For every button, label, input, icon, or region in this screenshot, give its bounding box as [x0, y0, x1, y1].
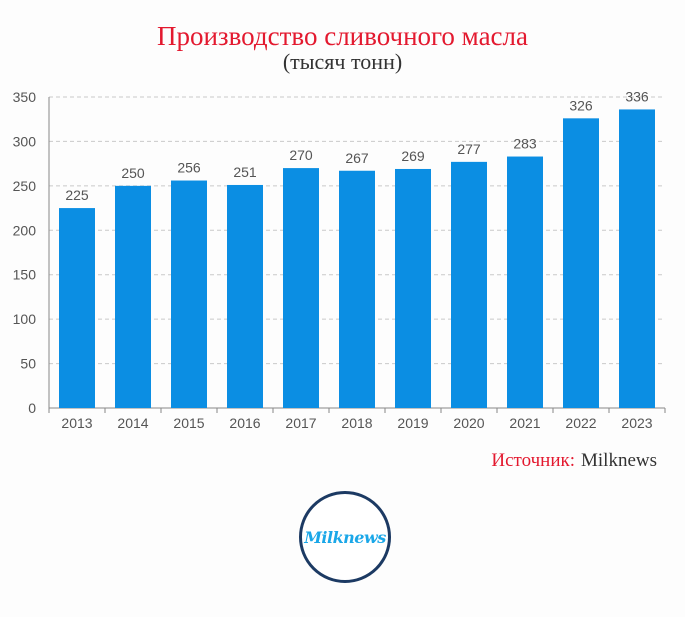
- y-tick-label: 0: [28, 400, 36, 416]
- chart-subtitle: (тысяч тонн): [282, 49, 403, 74]
- data-label: 270: [289, 147, 313, 163]
- bar: [339, 170, 375, 408]
- data-label: 250: [121, 165, 145, 181]
- logo-text: Milknews: [304, 527, 386, 547]
- data-label: 256: [177, 160, 201, 176]
- bar: [171, 180, 207, 408]
- y-tick-label: 150: [13, 267, 37, 283]
- data-label: 277: [457, 141, 481, 157]
- y-tick-label: 50: [20, 356, 36, 372]
- x-tick-label: 2016: [229, 415, 260, 431]
- source-credit: Источник: Milknews: [491, 450, 657, 472]
- data-label: 336: [625, 88, 649, 104]
- data-label: 283: [513, 136, 537, 152]
- bar: [451, 161, 487, 408]
- data-label: 251: [233, 164, 257, 180]
- data-label: 225: [65, 187, 89, 203]
- y-tick-label: 300: [13, 133, 37, 149]
- y-tick-label: 250: [13, 178, 37, 194]
- data-label: 267: [345, 150, 369, 166]
- y-tick-label: 200: [13, 222, 37, 238]
- x-tick-label: 2022: [565, 415, 596, 431]
- data-label: 269: [401, 148, 425, 164]
- x-tick-label: 2017: [285, 415, 316, 431]
- milknews-logo: Milknews: [299, 491, 391, 583]
- x-tick-label: 2018: [341, 415, 372, 431]
- bar: [115, 185, 151, 408]
- x-tick-label: 2021: [509, 415, 540, 431]
- bar: [59, 208, 95, 408]
- y-tick-label: 100: [13, 311, 37, 327]
- x-tick-label: 2015: [173, 415, 204, 431]
- bar: [563, 118, 599, 408]
- y-tick-label: 350: [13, 89, 37, 105]
- data-label: 326: [569, 97, 593, 113]
- bar: [283, 168, 319, 408]
- chart-title: Производство сливочного масла: [156, 21, 528, 51]
- source-name: Milknews: [581, 450, 657, 471]
- x-tick-label: 2014: [117, 415, 148, 431]
- x-tick-label: 2020: [453, 415, 484, 431]
- bar: [619, 109, 655, 408]
- bar: [395, 168, 431, 408]
- source-label: Источник:: [491, 450, 575, 471]
- bar: [507, 156, 543, 408]
- bar: [227, 184, 263, 408]
- x-tick-label: 2013: [61, 415, 92, 431]
- bar-chart: 0 50 100 150 200 250 300 350 225 2013 250 2014 256 20…: [13, 88, 666, 431]
- x-tick-label: 2019: [397, 415, 428, 431]
- x-tick-label: 2023: [621, 415, 652, 431]
